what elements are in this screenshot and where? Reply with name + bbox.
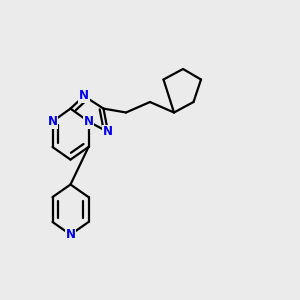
Text: N: N (65, 228, 76, 241)
Text: N: N (79, 89, 89, 103)
Text: N: N (47, 115, 58, 128)
Text: N: N (103, 125, 113, 139)
Text: N: N (83, 115, 94, 128)
